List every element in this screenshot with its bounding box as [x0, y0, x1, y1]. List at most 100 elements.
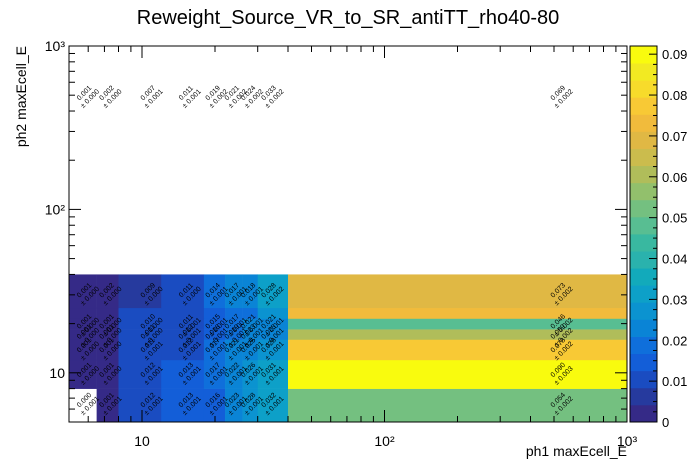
- heatmap-cell: [225, 339, 243, 361]
- heatmap-cell: [96, 318, 119, 330]
- colorbar-tick-label: 0.08: [662, 88, 687, 103]
- colorbar-swatch: [630, 148, 657, 167]
- colorbar-tick-label: 0.02: [662, 333, 687, 348]
- y-axis-label: ph2 maxEcell_E: [13, 46, 29, 147]
- colorbar-swatch: [630, 114, 657, 132]
- colorbar-swatch: [630, 370, 657, 389]
- heatmap-cell: [225, 359, 243, 389]
- heatmap-cell: [69, 307, 97, 319]
- heatmap-cell: [118, 318, 162, 330]
- colorbar-swatch: [630, 251, 657, 269]
- colorbar-frame: [629, 45, 658, 423]
- colorbar-swatch: [630, 285, 657, 303]
- cell-label: 0.011± 0.001: [178, 85, 203, 110]
- heatmap-cell: [161, 388, 205, 423]
- colorbar-swatch: [630, 387, 657, 406]
- heatmap-cell: [69, 339, 97, 361]
- heatmap-cell: [257, 329, 289, 340]
- heatmap-cell: [161, 274, 205, 309]
- heatmap-cell: [161, 339, 205, 361]
- colorbar-swatch: [630, 268, 657, 286]
- colorbar-swatch: [630, 353, 657, 372]
- heatmap-cell: [242, 388, 258, 423]
- cell-label: 0.007± 0.001: [140, 85, 165, 110]
- heatmap-cell: [203, 307, 226, 319]
- colorbar-swatch: [630, 46, 657, 64]
- colorbar-swatch: [630, 234, 657, 252]
- cell-label: 0.033± 0.002: [260, 85, 285, 110]
- heatmap-cell: [257, 307, 289, 319]
- heatmap-cell: [225, 274, 243, 309]
- colorbar-swatch: [630, 302, 657, 320]
- heatmap-cell: [288, 359, 628, 389]
- heatmap-cell: [257, 318, 289, 330]
- heatmap-cell: [69, 318, 97, 330]
- cell-label: 0.001± 0.000: [76, 85, 101, 110]
- heatmap-cell: [257, 359, 289, 389]
- cell-label: 0.069± 0.002: [550, 85, 575, 110]
- heatmap-cell: [96, 339, 119, 361]
- colorbar-swatch: [630, 63, 657, 81]
- x-tick-label: 10: [134, 433, 150, 449]
- colorbar-swatch: [630, 182, 657, 201]
- heatmap-cell: [242, 307, 258, 319]
- heatmap-cell: [288, 318, 628, 330]
- colorbar-swatch: [630, 165, 657, 184]
- colorbar-tick-label: 0: [662, 415, 669, 430]
- heatmap-cell: [118, 329, 162, 340]
- heatmap-cell: [161, 329, 205, 340]
- colorbar-swatch: [630, 97, 657, 115]
- colorbar-tick-label: 0.03: [662, 292, 687, 307]
- heatmap-cell: [96, 359, 119, 389]
- heatmap-cell: [225, 318, 243, 330]
- y-axis: 10 10² 10³: [45, 38, 627, 423]
- y-tick-label: 10²: [45, 201, 66, 217]
- heatmap-cell: [242, 318, 258, 330]
- heatmap-cell: [225, 307, 243, 319]
- heatmap-cell: [288, 339, 628, 361]
- heatmap-cell: [69, 329, 97, 340]
- colorbar-tick-label: 0.07: [662, 129, 687, 144]
- heatmap-cell: [257, 274, 289, 309]
- heatmap-cell: [96, 329, 119, 340]
- colorbar-swatch: [630, 336, 657, 355]
- heatmap-cell: [257, 388, 289, 423]
- heatmap-cell: [161, 307, 205, 319]
- colorbar-tick-label: 0.06: [662, 170, 687, 185]
- heatmap-cell: [203, 339, 226, 361]
- colorbar-tick-label: 0.05: [662, 211, 687, 226]
- y-tick-label: 10: [49, 365, 65, 381]
- colorbar-swatch: [630, 131, 657, 149]
- colorbar-swatch: [630, 319, 657, 337]
- heatmap-cell: [69, 359, 97, 389]
- heatmap-cell: [225, 329, 243, 340]
- heatmap-cell: [161, 359, 205, 389]
- heatmap-cell: [118, 274, 162, 309]
- x-tick-label: 10³: [617, 433, 638, 449]
- chart-title: Reweight_Source_VR_to_SR_antiTT_rho40-80: [137, 7, 559, 29]
- heatmap-cell: [288, 307, 628, 319]
- heatmap-cell: [96, 274, 119, 309]
- heatmap-cell: [69, 274, 97, 309]
- colorbar-tick-label: 0.01: [662, 374, 687, 389]
- x-axis: 10 10² 10³: [68, 46, 638, 449]
- heatmap-cell: [96, 307, 119, 319]
- heatmap-cell: [118, 307, 162, 319]
- cell-label: 0.002± 0.000: [98, 85, 123, 110]
- heatmap-cell: [225, 388, 243, 423]
- heatmap-cell: [242, 339, 258, 361]
- color-scale: 0 0.01 0.02 0.03 0.04 0.05 0.06 0.07 0.08 0.09: [629, 45, 687, 430]
- colorbar-tick-label: 0.09: [662, 47, 687, 62]
- heatmap-cell: [203, 318, 226, 330]
- heatmap-cell: [203, 359, 226, 389]
- colorbar-swatch: [630, 404, 657, 423]
- plot-frame: [68, 45, 628, 423]
- heatmap-cell: [257, 339, 289, 361]
- colorbar-swatch: [630, 216, 657, 235]
- heatmap-cell: [203, 388, 226, 423]
- heatmap-cell: [203, 274, 226, 309]
- heatmap-cell: [242, 359, 258, 389]
- colorbar-tick-label: 0.04: [662, 252, 687, 267]
- heatmap-cell: [288, 329, 628, 340]
- x-tick-label: 10²: [374, 433, 395, 449]
